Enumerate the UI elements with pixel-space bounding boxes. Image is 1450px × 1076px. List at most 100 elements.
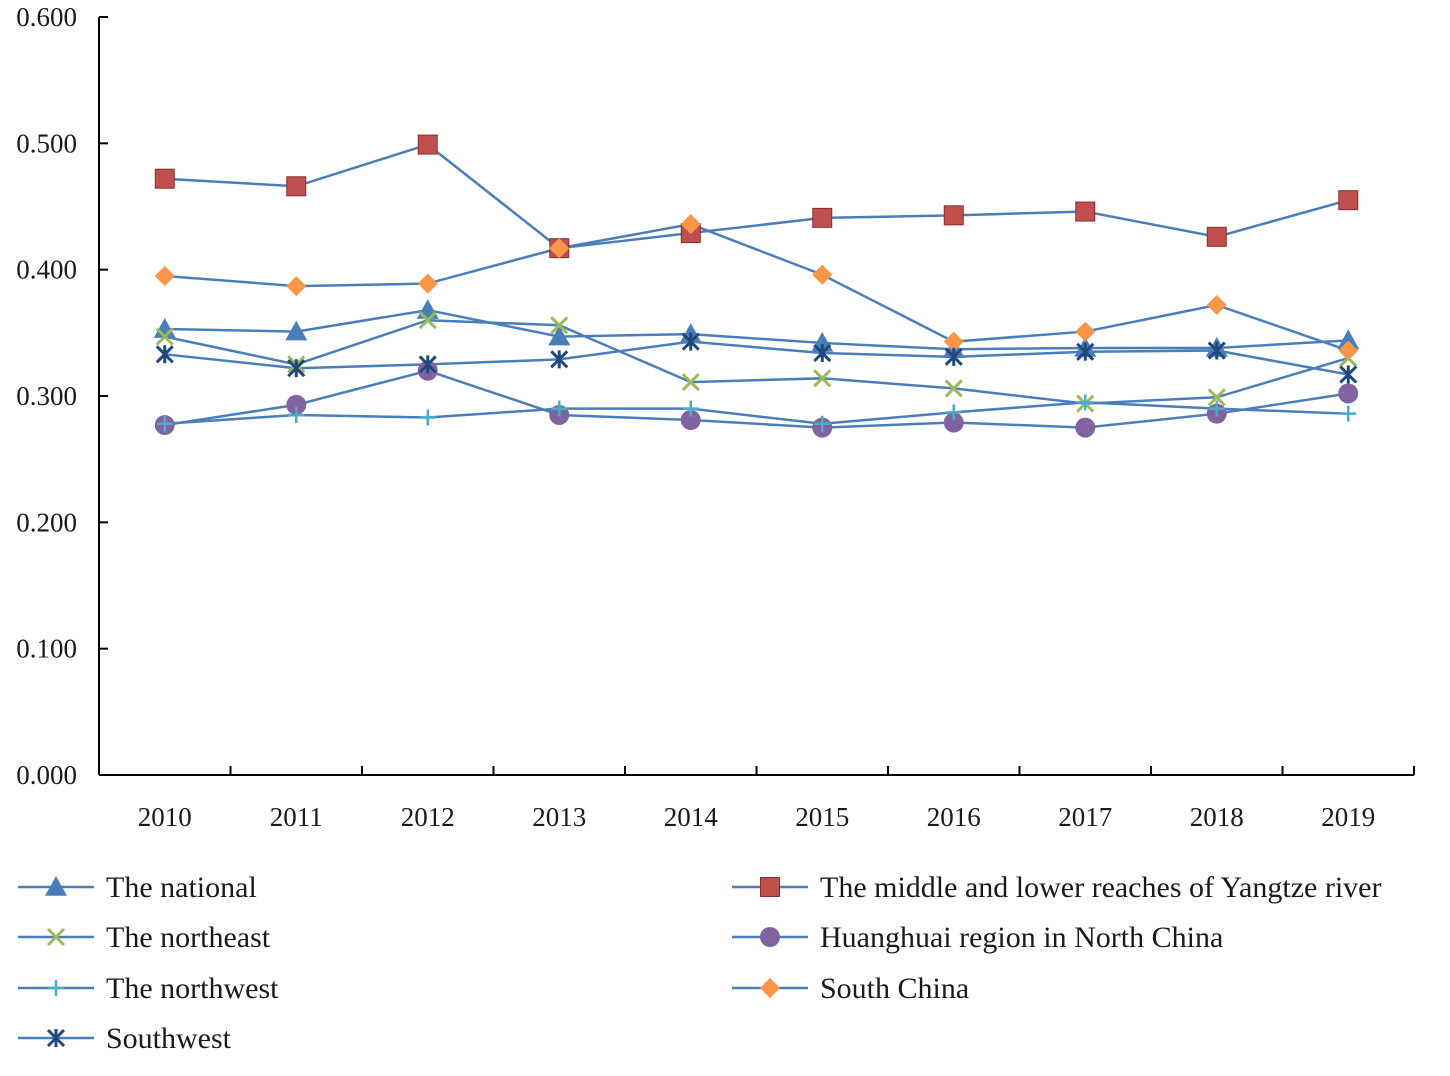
data-point [812,207,833,228]
legend-label: The northeast [106,921,271,954]
data-point [287,359,306,378]
y-tick-label: 0.100 [16,634,77,664]
data-point [1338,340,1359,361]
legend-marker [760,927,780,947]
x-tick-label: 2017 [1058,802,1112,832]
data-point [943,205,964,226]
legend-item: Huanghuai region in North China [732,921,1223,954]
legend-label: Southwest [106,1022,232,1055]
data-point [286,276,307,297]
data-point [548,325,571,346]
data-point [1207,341,1226,360]
series-lines [164,143,1349,429]
legend-label: South China [820,972,969,1005]
legend-marker [48,980,64,996]
data-point [417,134,438,155]
y-tick-label: 0.000 [16,760,77,790]
legend-marker [46,1028,66,1048]
x-tick-label: 2019 [1321,802,1375,832]
legend-label: The middle and lower reaches of Yangtze … [820,871,1381,904]
data-point [551,400,568,417]
data-point [682,400,699,417]
legend-marker [760,877,780,897]
data-point [812,264,833,285]
data-point [814,415,831,432]
axes: 0.000 0.100 0.200 0.300 0.400 0.500 0.600 2010 2… [16,2,1415,832]
data-point [418,355,437,374]
data-point [1075,417,1096,438]
data-point [1208,400,1225,417]
x-tick-label: 2018 [1190,802,1244,832]
legend-item: The national [18,871,257,904]
legend-item: South China [732,972,969,1005]
data-point [943,412,964,433]
data-point [681,332,700,351]
legend-item: The middle and lower reaches of Yangtze … [732,871,1381,904]
data-point [945,404,962,421]
legend-marker [760,978,780,998]
data-point [1339,365,1358,384]
data-point [1207,388,1226,407]
data-point [288,406,305,423]
data-point [680,214,701,235]
data-point [416,299,439,319]
data-point [286,394,307,415]
data-point [285,320,308,341]
data-point [1340,405,1357,422]
legend-item: Southwest [18,1022,232,1055]
legend: The national The northeast The northwest So… [18,871,1381,1055]
legend-item: The northeast [18,921,271,954]
data-point [1206,226,1227,247]
y-tick-label: 0.600 [16,2,77,32]
legend-label: The national [106,871,257,904]
data-point [417,273,438,294]
data-point [155,345,174,364]
y-tick-label: 0.400 [16,255,77,285]
data-point [1076,342,1095,361]
data-point [418,311,437,330]
series-line [164,308,1349,351]
data-point [155,327,174,346]
legend-marker [46,927,66,947]
legend-label: Huanghuai region in North China [820,921,1223,954]
data-point [944,379,963,398]
data-point [156,415,173,432]
x-tick-label: 2014 [664,802,719,832]
x-tick-label: 2015 [795,802,849,832]
data-point [681,373,700,392]
data-point [1337,329,1360,350]
data-point [154,168,175,189]
y-tick-label: 0.500 [16,128,77,158]
data-point [943,331,964,352]
x-tick-label: 2010 [138,802,192,832]
data-point [813,369,832,388]
data-point [1338,383,1359,404]
data-point [154,265,175,286]
y-tick-label: 0.300 [16,381,77,411]
series-line [164,143,1349,250]
legend-item: The northwest [18,972,279,1005]
data-point [419,409,436,426]
data-point [680,410,701,431]
series-line [164,222,1349,352]
data-point [944,347,963,366]
data-point [550,316,569,335]
series-line [164,340,1349,376]
series-line [164,369,1349,429]
y-tick-label: 0.200 [16,507,77,537]
series-markers [153,134,1360,438]
data-point [286,176,307,197]
data-point [1075,201,1096,222]
x-tick-label: 2012 [401,802,455,832]
x-tick-label: 2016 [927,802,981,832]
legend-label: The northwest [106,972,279,1005]
data-point [1075,321,1096,342]
data-point [550,350,569,369]
data-point [1206,295,1227,316]
x-tick-label: 2013 [532,802,586,832]
legend-marker [45,876,67,896]
series-line [164,318,1349,405]
x-tick-label: 2011 [270,802,323,832]
